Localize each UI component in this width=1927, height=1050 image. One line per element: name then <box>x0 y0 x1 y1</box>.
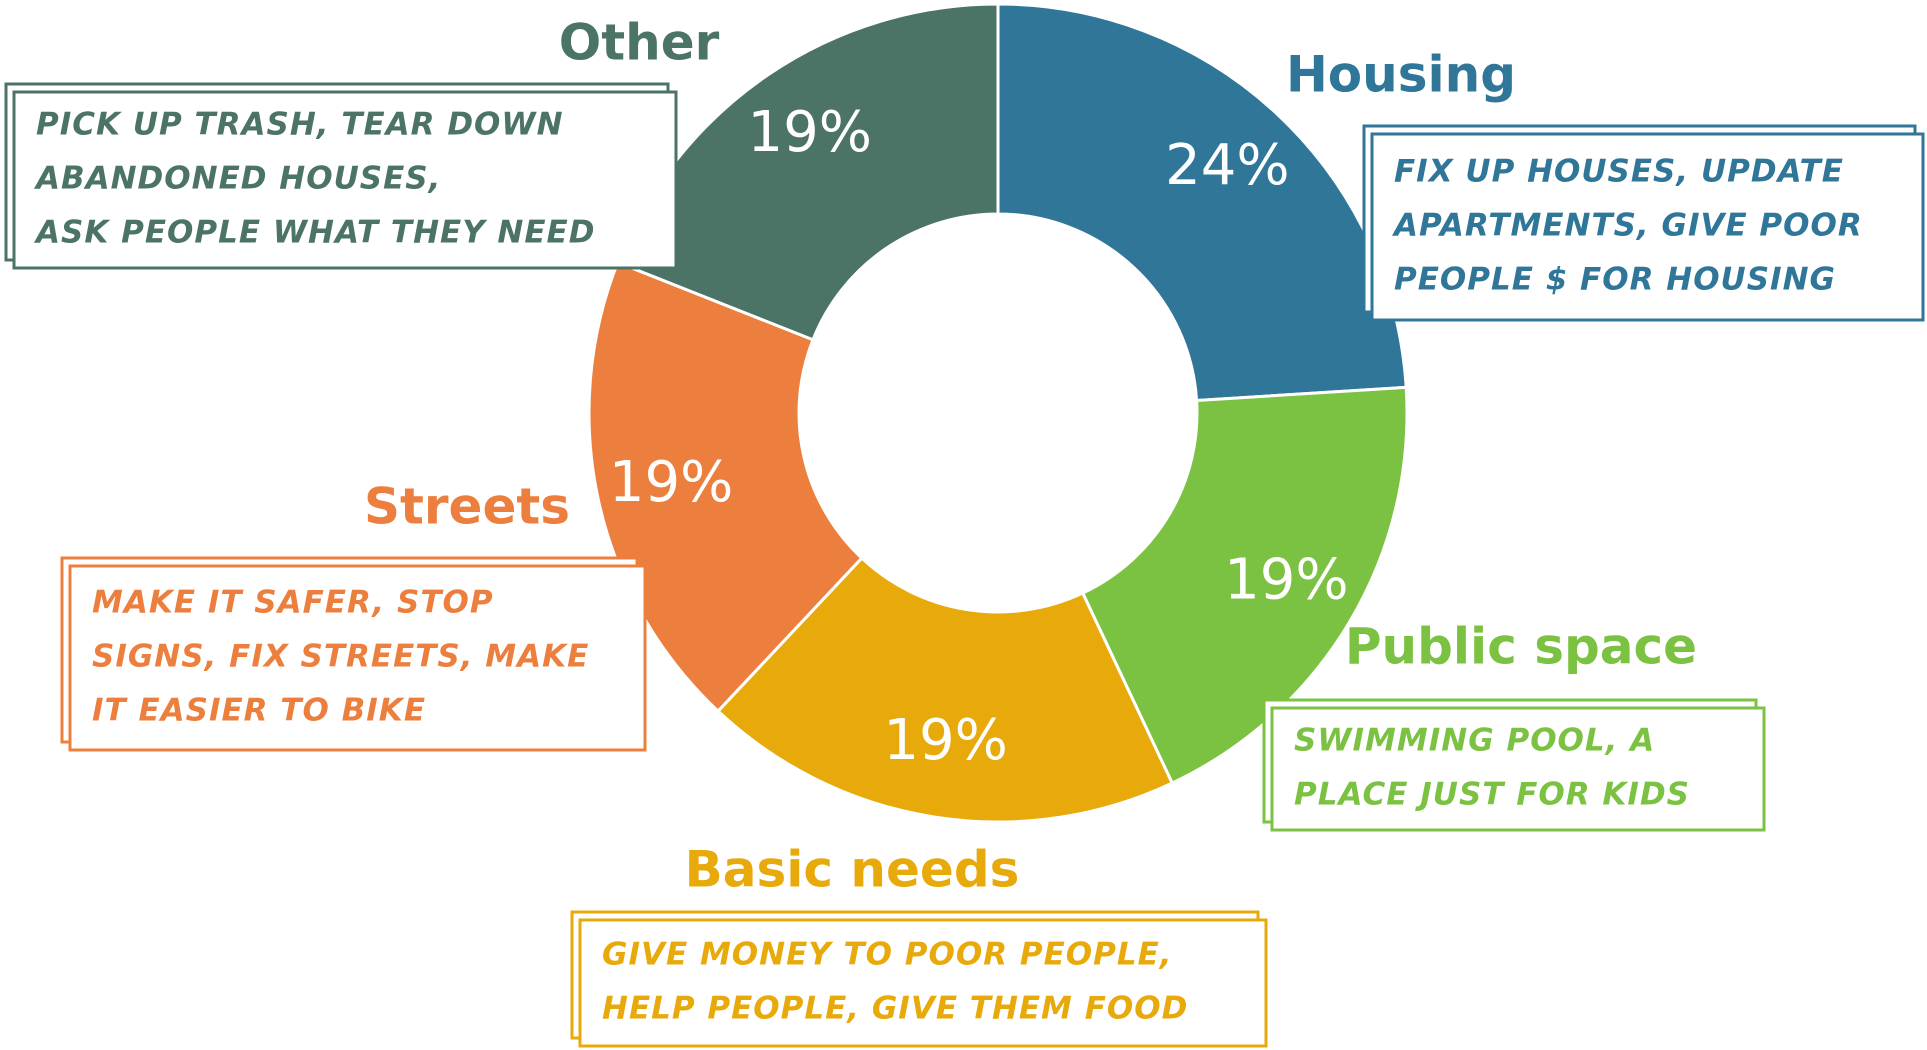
donut-slice <box>715 555 1175 824</box>
description-line: GIVE MONEY TO POOR PEOPLE, <box>602 937 1173 973</box>
value-label: 24% <box>1165 133 1289 198</box>
description-box <box>68 564 647 752</box>
description-box <box>1370 132 1925 322</box>
category-title: Other <box>559 14 720 72</box>
description-line: ABANDONED HOUSES, <box>33 161 441 197</box>
category-title: Public space <box>1345 618 1697 676</box>
description-line: PICK UP TRASH, TEAR DOWN <box>36 107 564 143</box>
donut-slice <box>1080 385 1409 786</box>
value-label: 19% <box>609 450 733 515</box>
description-box <box>12 90 678 270</box>
description-line: PLACE JUST FOR KIDS <box>1294 777 1690 813</box>
category-title: Basic needs <box>685 841 1020 899</box>
value-label: 19% <box>1224 548 1348 613</box>
description-line: ASK PEOPLE WHAT THEY NEED <box>33 215 595 251</box>
value-label: 19% <box>747 100 871 165</box>
donut-slice <box>615 2 1000 342</box>
description-line: APARTMENTS, GIVE POOR <box>1391 208 1863 244</box>
description-line: SWIMMING POOL, A <box>1294 723 1655 759</box>
description-line: HELP PEOPLE, GIVE THEM FOOD <box>602 991 1188 1027</box>
description-line: MAKE IT SAFER, STOP <box>92 585 494 621</box>
description-line: SIGNS, FIX STREETS, MAKE <box>92 639 589 675</box>
donut-slice <box>996 2 1408 403</box>
category-title: Housing <box>1286 46 1516 104</box>
description-box <box>1270 706 1766 832</box>
description-box <box>578 918 1268 1048</box>
category-title: Streets <box>364 478 570 536</box>
description-line: FIX UP HOUSES, UPDATE <box>1394 154 1844 190</box>
description-line: PEOPLE $ FOR HOUSING <box>1394 262 1836 298</box>
description-line: IT EASIER TO BIKE <box>92 693 426 729</box>
value-label: 19% <box>883 708 1007 773</box>
